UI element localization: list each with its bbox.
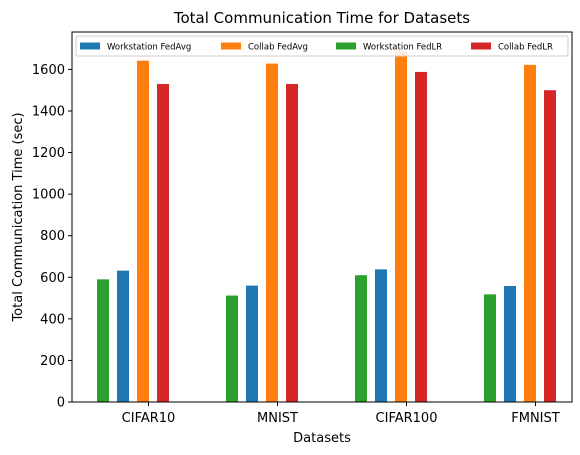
y-axis-title: Total Communication Time (sec) [11, 112, 26, 322]
plot-frame [71, 31, 573, 403]
legend-swatch [221, 42, 241, 50]
x-axis-title: Datasets [293, 431, 351, 446]
legend-box [75, 35, 569, 57]
y-tick-label: 0 [57, 396, 65, 411]
legend-swatch [80, 42, 100, 50]
bar [266, 63, 278, 402]
chart-title: Total Communication Time for Datasets [173, 9, 470, 27]
y-tick-label: 800 [40, 229, 65, 244]
legend-label: Workstation FedAvg [107, 43, 191, 53]
legend: Workstation FedAvg Collab FedAvg Workstati… [75, 35, 569, 57]
bar [504, 286, 516, 402]
bar [484, 294, 496, 402]
bar [226, 295, 238, 402]
bar [524, 64, 536, 402]
bar [286, 83, 298, 402]
x-tick-label: CIFAR100 [376, 411, 438, 426]
y-tick-label: 1400 [32, 104, 65, 119]
bar [97, 279, 109, 402]
y-tick-label: 600 [40, 271, 65, 286]
y-tick-label: 1200 [32, 146, 65, 161]
bar [415, 71, 427, 403]
plot-area [97, 51, 556, 403]
bar [355, 275, 367, 402]
y-tick-label: 1600 [32, 63, 65, 78]
bar [544, 90, 556, 403]
bar [137, 60, 149, 402]
bar [395, 51, 407, 402]
x-tick-label: FMNIST [511, 411, 560, 426]
y-tick-label: 1000 [32, 188, 65, 203]
legend-swatch [336, 42, 356, 50]
x-tick-label: MNIST [257, 411, 298, 426]
x-tick-label: CIFAR10 [122, 411, 176, 426]
bar [246, 285, 258, 402]
legend-label: Collab FedLR [498, 43, 553, 53]
legend-swatch [471, 42, 491, 50]
y-tick-label: 200 [40, 354, 65, 369]
legend-label: Collab FedAvg [248, 43, 308, 53]
bar [157, 83, 169, 402]
bar [117, 270, 129, 402]
bar [375, 269, 387, 402]
y-tick-label: 400 [40, 312, 65, 327]
legend-label: Workstation FedLR [363, 43, 442, 53]
